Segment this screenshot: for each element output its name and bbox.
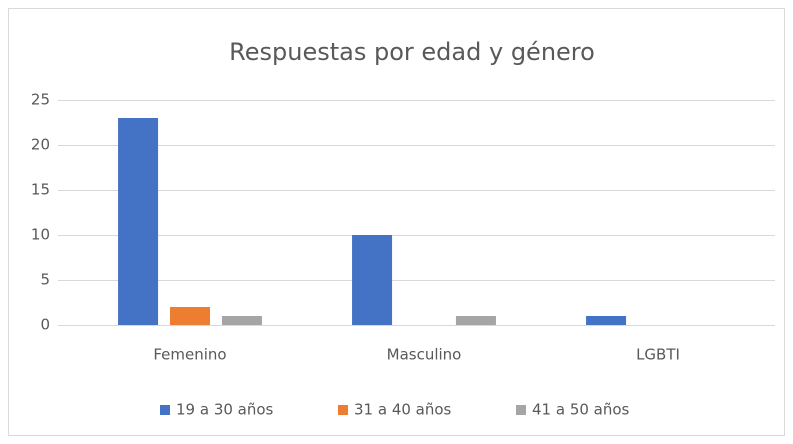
bar xyxy=(118,118,159,325)
y-tick-label: 0 xyxy=(40,316,50,334)
legend-swatch xyxy=(338,405,348,415)
y-tick-label: 5 xyxy=(40,271,50,289)
y-tick-label: 15 xyxy=(31,181,50,199)
legend-swatch xyxy=(160,405,170,415)
x-tick-label: Femenino xyxy=(153,346,226,364)
bar xyxy=(169,307,211,325)
x-tick-label: LGBTI xyxy=(636,346,680,364)
bar xyxy=(221,316,262,325)
bar xyxy=(586,316,627,325)
bar xyxy=(455,316,496,325)
x-tick-label: Masculino xyxy=(387,346,462,364)
legend-label: 31 a 40 años xyxy=(354,401,452,419)
bar xyxy=(352,235,393,325)
legend-swatch xyxy=(516,405,526,415)
legend-label: 19 a 30 años xyxy=(176,401,274,419)
y-tick-label: 20 xyxy=(31,136,50,154)
y-tick-label: 10 xyxy=(31,226,50,244)
chart-title: Respuestas por edad y género xyxy=(229,38,595,66)
y-tick-label: 25 xyxy=(31,91,50,109)
legend-label: 41 a 50 años xyxy=(532,401,630,419)
